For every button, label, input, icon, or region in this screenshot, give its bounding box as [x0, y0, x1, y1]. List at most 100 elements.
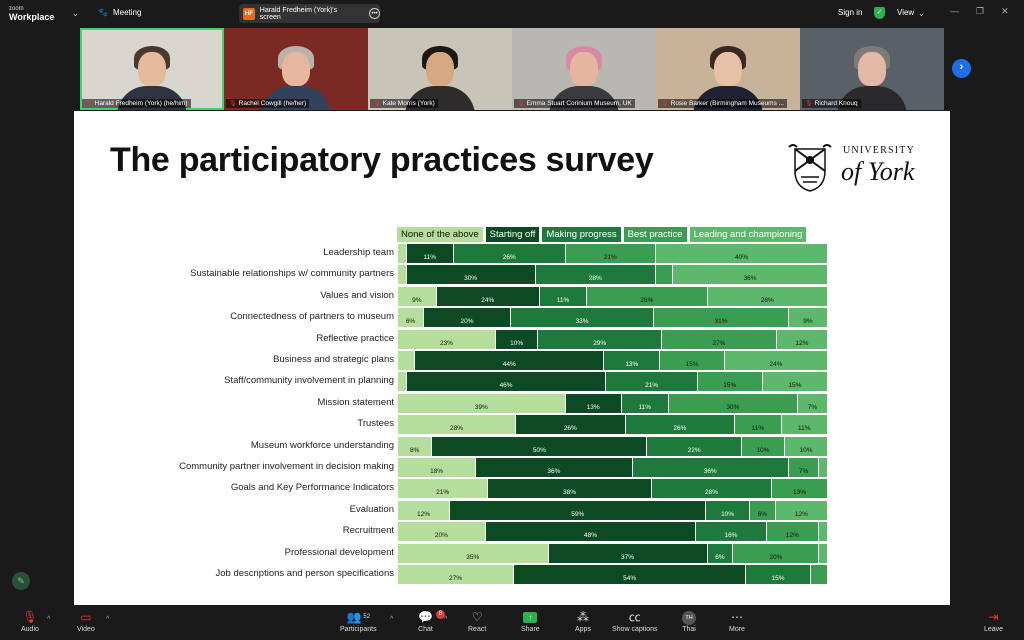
- bar-segment: 39%: [398, 393, 566, 413]
- category-label: Business and strategic plans: [273, 354, 394, 365]
- bar-segment: 26%: [453, 244, 566, 263]
- data-label: 24%: [481, 296, 495, 304]
- bar-segment: 28%: [398, 415, 517, 435]
- participant-name-text: Harald Fredheim (York) (he/him): [94, 100, 188, 107]
- bar-segment: 27%: [398, 565, 515, 584]
- bar-segment: 11%: [539, 286, 588, 306]
- meeting-menu[interactable]: 🐾 Meeting: [98, 8, 141, 17]
- next-page-button[interactable]: ›: [952, 59, 971, 78]
- data-label: 11%: [751, 425, 765, 433]
- data-label: 21%: [436, 489, 450, 497]
- data-label: 6%: [757, 510, 767, 518]
- data-label: 8%: [409, 446, 420, 454]
- user-button[interactable]: TH Thai: [682, 609, 696, 633]
- data-label: 16%: [724, 532, 738, 540]
- participant-tile[interactable]: 🎙 Harald Fredheim (York) (he/him): [80, 28, 224, 110]
- data-label: 10%: [756, 446, 770, 454]
- bar-row: 46% 21% 15% 15%: [398, 372, 828, 392]
- participant-name-text: Kate Morris (York): [382, 100, 435, 107]
- share-label: Share: [521, 626, 540, 633]
- legend-item: Making progress: [542, 227, 621, 242]
- bar-segment: 36%: [476, 458, 633, 477]
- category-label: Sustainable relationships w/ community p…: [190, 268, 394, 280]
- bar-segment: [655, 265, 674, 285]
- data-label: 27%: [712, 339, 726, 347]
- chevron-up-icon[interactable]: ^: [390, 616, 394, 623]
- bar-segment: 20%: [733, 543, 820, 563]
- bar-row: 39% 13% 11% 30% 7%: [398, 393, 828, 413]
- bar-segment: 20%: [424, 308, 511, 328]
- audio-label: Audio: [21, 626, 39, 633]
- bar-row: 11% 26% 21% 40%: [398, 244, 828, 263]
- data-label: 7%: [807, 403, 818, 411]
- bar-segment: 36%: [632, 458, 789, 477]
- bar-segment: 18%: [398, 458, 477, 477]
- data-label: 20%: [769, 553, 783, 561]
- bar-segment: 22%: [647, 436, 742, 456]
- more-options-icon[interactable]: •••: [369, 8, 380, 19]
- data-label: 48%: [584, 532, 598, 540]
- audio-button[interactable]: 🎙 Audio: [21, 609, 39, 633]
- data-label: 36%: [703, 468, 717, 475]
- bar-segment: [819, 458, 828, 477]
- participant-tile[interactable]: 🎙 Richard Knouq: [800, 28, 944, 110]
- chevron-up-icon[interactable]: ^: [47, 616, 51, 623]
- bar-row: 27% 54% 15%: [398, 565, 828, 584]
- chevron-up-icon[interactable]: ^: [444, 616, 448, 623]
- bar-segment: 50%: [432, 436, 648, 456]
- participant-name: 🎙 Rosie Barker (Birmingham Museums ...: [658, 99, 788, 108]
- data-label: 36%: [743, 275, 757, 283]
- participant-face: [714, 52, 742, 86]
- close-icon[interactable]: ✕: [1001, 6, 1009, 16]
- leave-button[interactable]: ⇥ Leave: [984, 609, 1003, 633]
- annotate-pen-icon[interactable]: ✎: [12, 572, 30, 590]
- data-label: 22%: [687, 446, 701, 454]
- participant-face: [282, 52, 310, 86]
- data-label: 33%: [575, 318, 589, 326]
- view-menu[interactable]: View: [897, 8, 915, 17]
- participant-tile[interactable]: 🎙 Rosie Barker (Birmingham Museums ...: [656, 28, 800, 110]
- restore-icon[interactable]: ❐: [976, 6, 985, 16]
- bar-segment: 12%: [398, 500, 451, 520]
- sign-in-link[interactable]: Sign in: [838, 8, 863, 17]
- chevron-up-icon[interactable]: ^: [106, 616, 110, 623]
- video-button[interactable]: ▭ Video: [77, 609, 95, 633]
- data-label: 15%: [685, 361, 699, 368]
- captions-button[interactable]: ㏄ Show captions: [612, 609, 658, 633]
- bar-segment: 59%: [450, 500, 707, 520]
- participant-tile[interactable]: 🎙 Rachel Cowgill (he/her): [224, 28, 368, 110]
- share-button[interactable]: ↑ Share: [521, 609, 540, 633]
- minimize-icon[interactable]: —: [950, 6, 959, 16]
- participant-tile[interactable]: 🎙 Kate Morris (York): [368, 28, 512, 110]
- apps-button[interactable]: ⁂ Apps: [575, 609, 591, 633]
- bar-row: 8% 50% 22% 10% 10%: [398, 436, 828, 456]
- shield-check-icon[interactable]: ✓: [874, 7, 885, 19]
- shared-slide: The participatory practices survey UNIVE…: [74, 111, 950, 605]
- chevron-down-icon[interactable]: ⌄: [72, 9, 79, 18]
- participant-tile[interactable]: 🎙 Emma Stuart Corinium Museum, UK: [512, 28, 656, 110]
- bar-segment: 27%: [661, 329, 777, 349]
- data-label: 6%: [405, 318, 416, 326]
- data-label: 15%: [771, 575, 785, 582]
- more-button[interactable]: ⋯ More: [729, 609, 745, 633]
- data-label: 12%: [417, 510, 431, 518]
- data-label: 28%: [704, 489, 718, 497]
- legend-item: Best practice: [623, 227, 687, 242]
- meeting-toolbar: 🎙 Audio ^ ▭ Video ^ 👥 52 Participants ^ 💬…: [0, 606, 1024, 640]
- bar-segment: 6%: [749, 500, 776, 520]
- category-label: Reflective practice: [316, 332, 394, 344]
- data-label: 29%: [593, 339, 607, 347]
- participants-button[interactable]: 👥 52 Participants: [340, 609, 377, 633]
- mic-muted-icon: 🎙: [805, 101, 813, 107]
- bar-segment: 9%: [398, 286, 437, 306]
- logo-big-text: Workplace: [9, 12, 55, 22]
- react-button[interactable]: ♡ React: [468, 609, 486, 633]
- screen-share-indicator[interactable]: HF Harald Fredheim (York)'s screen •••: [239, 4, 380, 23]
- category-label: Mission statement: [317, 396, 394, 408]
- chat-button[interactable]: 💬 Chat: [418, 609, 433, 633]
- bar-row: 28% 26% 26% 11% 11%: [398, 415, 828, 435]
- chevron-down-icon[interactable]: ⌄: [918, 9, 925, 18]
- bar-row: 23% 10% 29% 27% 12%: [398, 329, 828, 349]
- bar-segment: 35%: [398, 543, 549, 563]
- logo-small-text: zoom: [9, 6, 24, 12]
